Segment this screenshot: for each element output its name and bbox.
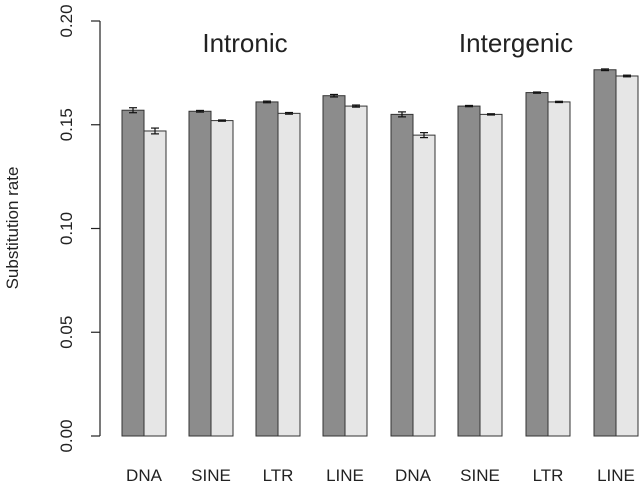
bar	[412, 134, 436, 437]
x-tick-label: SINE	[460, 466, 500, 484]
y-tick-label: 0.20	[57, 4, 76, 37]
x-tick-label: LTR	[533, 466, 564, 484]
group-label: Intronic	[202, 28, 287, 58]
bar	[615, 75, 639, 437]
error-bars	[129, 68, 631, 139]
group-label: Intergenic	[459, 28, 573, 58]
bar	[322, 95, 346, 437]
bar	[390, 113, 414, 437]
bar	[210, 120, 234, 437]
y-tick-label: 0.10	[57, 212, 76, 245]
bar	[188, 110, 212, 437]
bars	[121, 69, 639, 437]
bar	[593, 69, 617, 437]
x-tick-label: LTR	[263, 466, 294, 484]
bar	[255, 101, 279, 437]
bar	[457, 105, 481, 437]
bar	[121, 109, 145, 437]
bar	[277, 112, 301, 437]
category-labels: DNA SINE LTR LINE DNA SINE LTR LINE	[126, 466, 635, 484]
x-tick-label: SINE	[191, 466, 231, 484]
x-tick-label: LINE	[597, 466, 635, 484]
y-tick-label: 0.05	[57, 316, 76, 349]
x-tick-label: DNA	[126, 466, 163, 484]
x-tick-label: LINE	[326, 466, 364, 484]
group-labels: Intronic Intergenic	[202, 28, 573, 58]
bar	[143, 130, 167, 437]
bar	[547, 101, 571, 437]
x-tick-label: DNA	[395, 466, 432, 484]
bar	[479, 113, 503, 437]
bar	[525, 92, 549, 437]
y-axis: 0.00 0.05 0.10 0.15 0.20	[57, 4, 101, 453]
y-tick-label: 0.00	[57, 419, 76, 452]
y-axis-label: Substitution rate	[3, 167, 22, 290]
y-tick-label: 0.15	[57, 108, 76, 141]
bar	[344, 105, 368, 437]
